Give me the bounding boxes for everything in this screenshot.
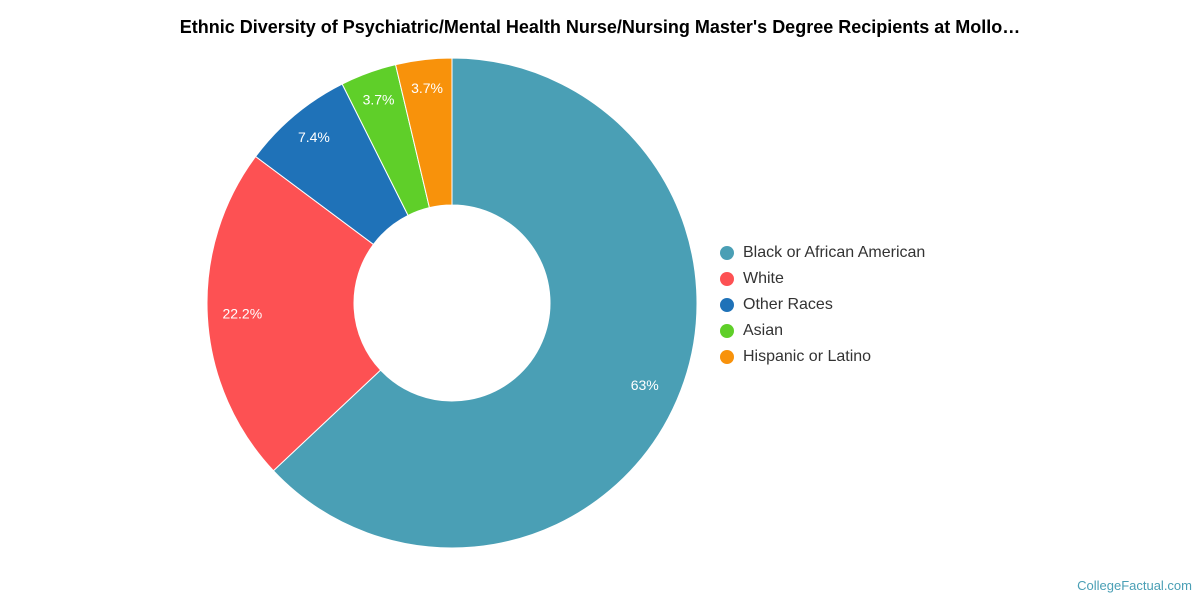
chart-legend: Black or African American White Other Race…	[720, 240, 925, 370]
chart-title: Ethnic Diversity of Psychiatric/Mental H…	[179, 17, 1021, 37]
data-label-black-or-african-american: 63%	[631, 377, 659, 393]
data-label-asian: 3.7%	[363, 92, 395, 108]
slice-white[interactable]	[206, 155, 382, 472]
legend-swatch	[720, 298, 734, 312]
legend-label: White	[743, 270, 784, 287]
legend-item-white[interactable]: White	[720, 266, 925, 292]
legend-item-black-or-african-american[interactable]: Black or African American	[720, 240, 925, 266]
legend-swatch	[720, 272, 734, 286]
legend-swatch	[720, 324, 734, 338]
legend-label: Other Races	[743, 296, 833, 313]
legend-label: Hispanic or Latino	[743, 348, 872, 365]
data-label-hispanic-or-latino: 3.7%	[411, 80, 443, 96]
source-credit-link[interactable]: CollegeFactual.com	[1077, 578, 1192, 593]
data-label-other-races: 7.4%	[298, 129, 330, 145]
legend-item-hispanic-or-latino[interactable]: Hispanic or Latino	[720, 344, 925, 370]
slice-black-or-african-american[interactable]	[272, 57, 698, 549]
legend-item-asian[interactable]: Asian	[720, 318, 925, 344]
slice-hispanic-or-latino[interactable]	[394, 57, 453, 209]
legend-swatch	[720, 246, 734, 260]
legend-item-other-races[interactable]: Other Races	[720, 292, 925, 318]
data-label-white: 22.2%	[222, 306, 262, 322]
legend-swatch	[720, 350, 734, 364]
legend-label: Asian	[743, 322, 784, 339]
legend-label: Black or African American	[743, 244, 926, 261]
